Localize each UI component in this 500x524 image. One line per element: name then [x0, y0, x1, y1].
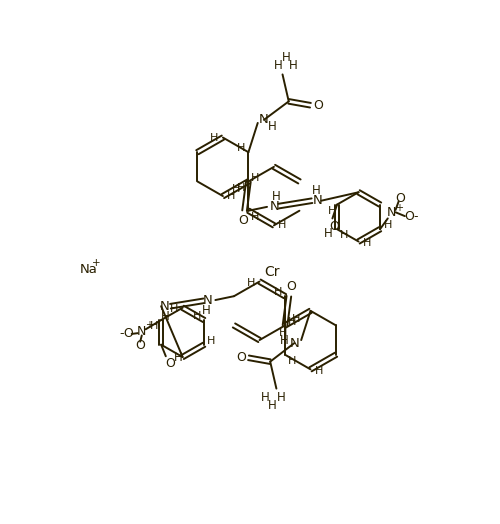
Text: N: N	[270, 200, 280, 213]
Text: H: H	[276, 391, 285, 405]
Text: H: H	[238, 144, 246, 154]
Text: Na: Na	[80, 263, 98, 276]
Text: -O: -O	[119, 328, 134, 341]
Text: H: H	[280, 334, 288, 346]
Text: H: H	[210, 133, 218, 143]
Text: N: N	[387, 206, 396, 219]
Text: O: O	[329, 220, 339, 233]
Text: O: O	[238, 214, 248, 227]
Text: H: H	[288, 356, 296, 366]
Text: O: O	[286, 280, 296, 293]
Text: H: H	[289, 59, 298, 72]
Text: H: H	[247, 278, 255, 288]
Text: O: O	[136, 339, 145, 352]
Text: H: H	[174, 351, 182, 364]
Text: H: H	[274, 59, 282, 72]
Text: H: H	[328, 206, 336, 216]
Text: H: H	[268, 121, 277, 133]
Text: H: H	[278, 221, 286, 231]
Text: H: H	[324, 227, 332, 241]
Text: H: H	[363, 238, 372, 248]
Text: H: H	[193, 311, 202, 321]
Text: N: N	[160, 300, 170, 313]
Text: H: H	[340, 231, 348, 241]
Text: -: -	[414, 210, 418, 223]
Text: +: +	[146, 321, 154, 331]
Text: H: H	[238, 183, 246, 193]
Text: H: H	[288, 316, 296, 326]
Text: N: N	[290, 336, 299, 350]
Text: O: O	[236, 351, 246, 364]
Text: O: O	[166, 357, 175, 370]
Text: +: +	[396, 203, 404, 213]
Text: O: O	[313, 99, 323, 112]
Text: H: H	[150, 321, 158, 331]
Text: H: H	[228, 191, 235, 201]
Text: N: N	[137, 325, 146, 338]
Text: H: H	[251, 212, 260, 222]
Text: H: H	[272, 190, 280, 203]
Text: H: H	[170, 304, 178, 314]
Text: N: N	[259, 113, 269, 126]
Text: O: O	[395, 192, 405, 205]
Text: H: H	[207, 336, 216, 346]
Text: O: O	[404, 210, 413, 223]
Text: H: H	[268, 399, 277, 412]
Text: N: N	[312, 194, 322, 207]
Text: +: +	[92, 258, 100, 268]
Text: Cr: Cr	[264, 265, 280, 279]
Text: H: H	[251, 172, 260, 182]
Text: H: H	[312, 184, 320, 197]
Text: H: H	[232, 184, 240, 194]
Text: H: H	[315, 366, 323, 376]
Text: H: H	[282, 51, 291, 64]
Text: H: H	[274, 287, 282, 297]
Text: H: H	[202, 303, 210, 316]
Text: H: H	[160, 310, 170, 323]
Text: H: H	[384, 221, 392, 231]
Text: H: H	[292, 314, 300, 324]
Text: N: N	[203, 293, 212, 307]
Text: H: H	[278, 328, 287, 338]
Text: H: H	[261, 391, 270, 405]
